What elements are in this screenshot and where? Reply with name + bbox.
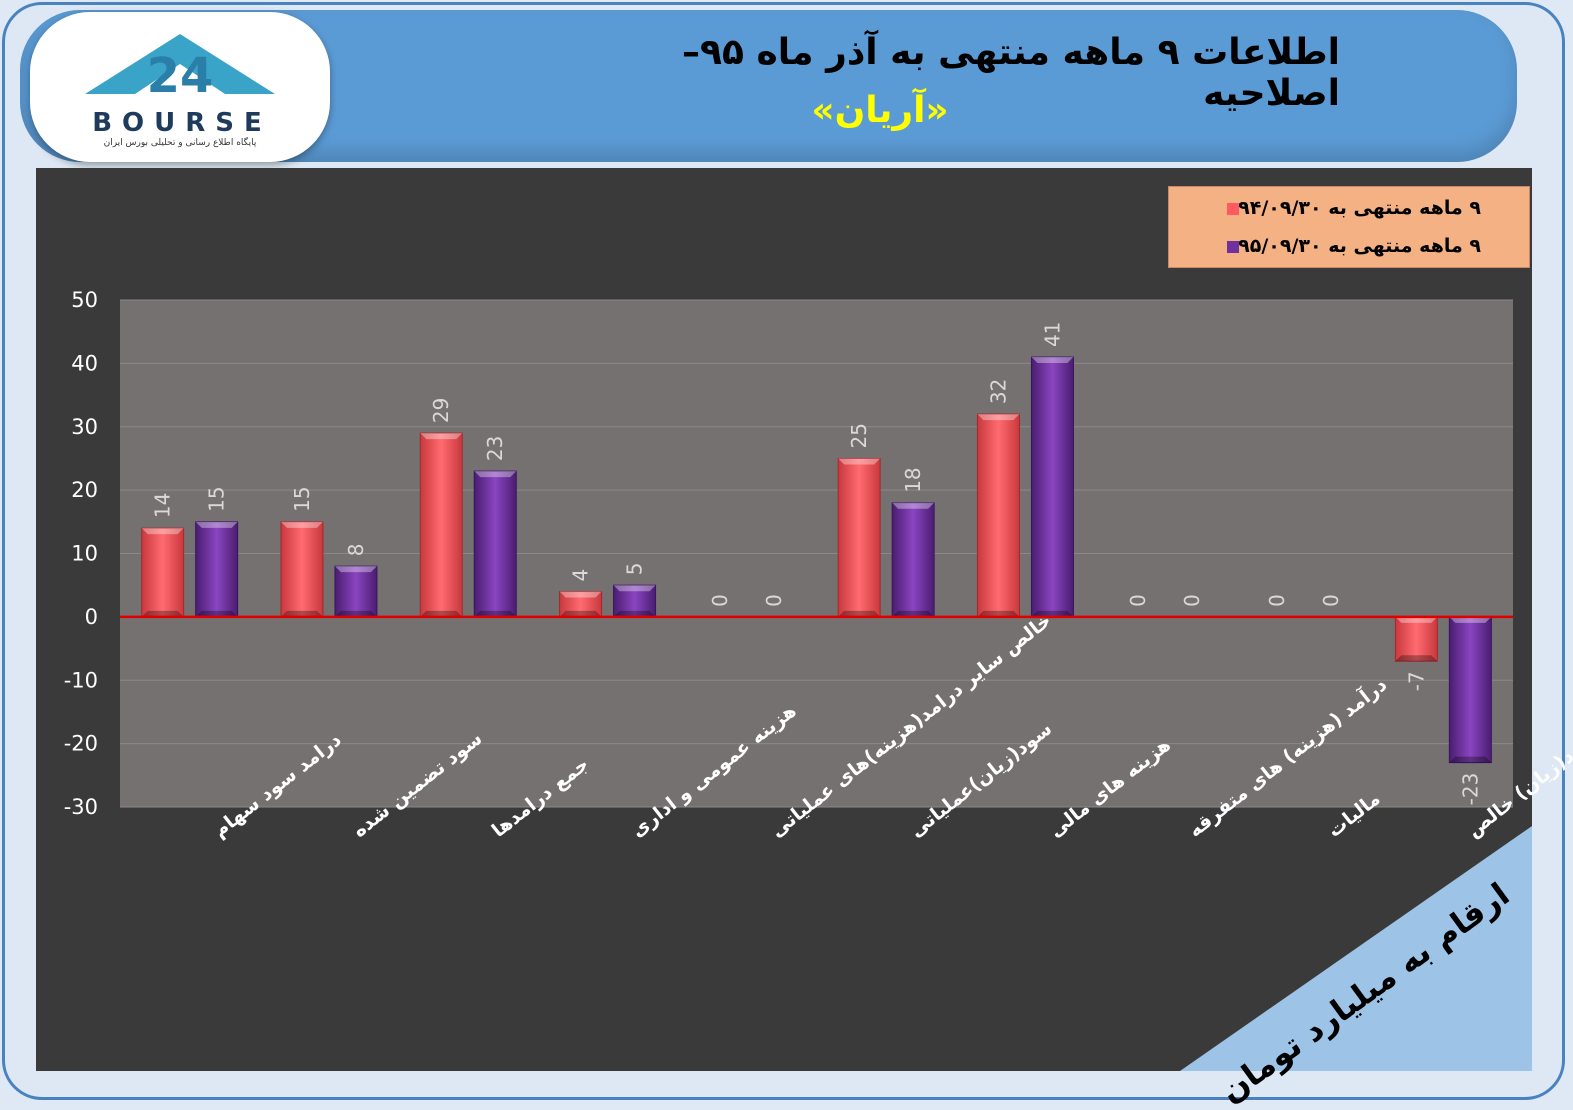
legend-label-1: ۹ ماهه منتهی به ۹۴/۰۹/۳۰ bbox=[1238, 197, 1481, 219]
data-label: 0 bbox=[762, 594, 786, 607]
y-tick-label: -10 bbox=[64, 668, 98, 692]
logo-tagline: پایگاه اطلاع رسانی و تحلیلی بورس ایران bbox=[103, 138, 257, 148]
legend-item-2: ۹ ماهه منتهی به ۹۵/۰۹/۳۰ bbox=[1238, 235, 1481, 265]
bar-s1-1 bbox=[280, 521, 324, 618]
page-title: اطلاعات ۹ ماهه منتهی به آذر ماه ۹۵– اصلا… bbox=[682, 32, 1340, 114]
bar-s2-6 bbox=[1030, 356, 1074, 618]
logo-triangle-inner bbox=[135, 64, 225, 94]
units-banner bbox=[1180, 826, 1532, 1071]
chart-legend: ۹ ماهه منتهی به ۹۴/۰۹/۳۰ ۹ ماهه منتهی به… bbox=[1168, 186, 1530, 268]
data-label: 0 bbox=[708, 594, 732, 607]
bar-s2-3 bbox=[613, 584, 657, 618]
bar-s2-0 bbox=[195, 521, 239, 618]
legend-swatch-1 bbox=[1227, 203, 1239, 215]
bar-s1-2 bbox=[419, 432, 463, 618]
data-label: 41 bbox=[1040, 322, 1064, 347]
bar-s2-5 bbox=[891, 502, 935, 618]
data-label: 5 bbox=[623, 562, 647, 575]
data-label: 29 bbox=[429, 398, 453, 423]
bar-s2-9 bbox=[1448, 616, 1492, 764]
data-labels: 14 15 29 4 0 25 32 0 0 -7 15 8 23 5 0 18 41 0 0 -23 bbox=[151, 322, 1483, 806]
data-label: 0 bbox=[1319, 594, 1343, 607]
legend-label-2: ۹ ماهه منتهی به ۹۵/۰۹/۳۰ bbox=[1238, 235, 1481, 257]
logo-number: 24 bbox=[147, 48, 214, 104]
bar-s1-6 bbox=[976, 413, 1020, 618]
y-tick-label: 30 bbox=[71, 415, 98, 439]
logo-text: BOURSE bbox=[92, 108, 272, 138]
data-label: 23 bbox=[483, 436, 507, 461]
logo-mark-icon: 24 bbox=[85, 34, 275, 104]
data-label: 0 bbox=[1180, 594, 1204, 607]
bar-s1-5 bbox=[837, 457, 881, 618]
bar-s1-3 bbox=[559, 591, 603, 618]
data-label: 32 bbox=[986, 379, 1010, 404]
data-label: 4 bbox=[569, 569, 593, 582]
legend-item-1: ۹ ماهه منتهی به ۹۴/۰۹/۳۰ bbox=[1238, 197, 1481, 227]
y-tick-label: 10 bbox=[71, 542, 98, 566]
data-label: 25 bbox=[847, 423, 871, 448]
y-tick-label: 0 bbox=[85, 605, 98, 629]
data-label: -7 bbox=[1404, 671, 1428, 691]
y-tick-label: 20 bbox=[71, 478, 98, 502]
data-label: 8 bbox=[344, 543, 368, 556]
logo: 24 bbox=[30, 12, 330, 162]
data-label: 15 bbox=[205, 486, 229, 511]
y-axis: 50 40 30 20 10 0 -10 -20 -30 bbox=[64, 288, 98, 819]
data-label: 15 bbox=[290, 486, 314, 511]
y-tick-label: 50 bbox=[71, 288, 98, 312]
data-label: -23 bbox=[1458, 773, 1482, 806]
bars bbox=[120, 356, 1513, 764]
data-label: 0 bbox=[1265, 594, 1289, 607]
grid-lines bbox=[120, 299, 1513, 808]
page-subtitle: «آریان» bbox=[811, 90, 949, 131]
legend-swatch-2 bbox=[1227, 241, 1239, 253]
bar-s2-1 bbox=[334, 565, 378, 618]
data-label: 0 bbox=[1126, 594, 1150, 607]
y-tick-label: -30 bbox=[64, 795, 98, 819]
data-label: 14 bbox=[151, 493, 175, 518]
y-tick-label: 40 bbox=[71, 351, 98, 375]
bar-s2-2 bbox=[473, 470, 517, 618]
data-label: 18 bbox=[901, 467, 925, 492]
bar-s1-9 bbox=[1394, 616, 1438, 662]
y-tick-label: -20 bbox=[64, 732, 98, 756]
bar-s1-0 bbox=[141, 527, 185, 618]
